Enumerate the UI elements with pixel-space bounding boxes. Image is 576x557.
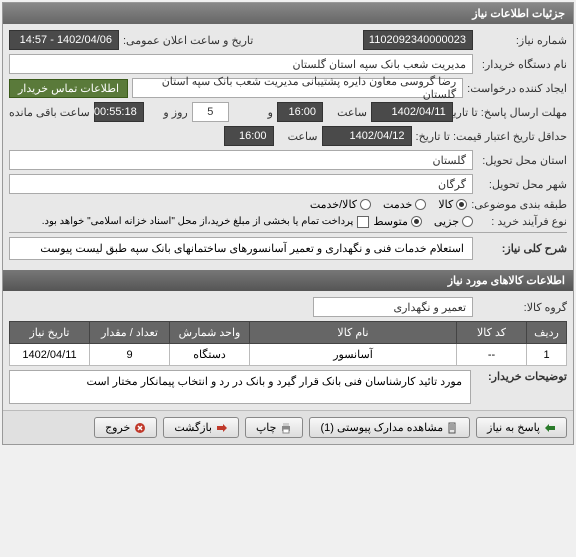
th-date: تاریخ نیاز bbox=[10, 322, 90, 344]
radio-goods-label: کالا bbox=[438, 198, 453, 211]
validity-date: 1402/04/12 bbox=[322, 126, 412, 146]
table-row: 1--آسانسوردستگاه91402/04/11 bbox=[10, 344, 567, 366]
radio-small[interactable]: جزیی bbox=[434, 215, 473, 228]
th-code: کد کالا bbox=[457, 322, 527, 344]
creator-label: ایجاد کننده درخواست: bbox=[467, 82, 567, 95]
contact-buyer-button[interactable]: اطلاعات تماس خریدار bbox=[9, 79, 128, 98]
buyer-note-label: توضیحات خریدار: bbox=[477, 370, 567, 383]
radio-small-label: جزیی bbox=[434, 215, 459, 228]
category-radio-group: کالا خدمت کالا/خدمت bbox=[310, 198, 467, 211]
time-label-2: ساعت bbox=[278, 130, 318, 143]
details-panel: جزئیات اطلاعات نیاز شماره نیاز: 11020923… bbox=[2, 2, 574, 445]
buyer-org-value: مدیریت شعب بانک سپه استان گلستان bbox=[9, 54, 473, 74]
province-label: استان محل تحویل: bbox=[477, 154, 567, 167]
back-label: بازگشت bbox=[174, 421, 212, 434]
th-qty: تعداد / مقدار bbox=[90, 322, 170, 344]
radio-both-label: کالا/خدمت bbox=[310, 198, 357, 211]
buyer-note-value: مورد تائید کارشناسان فنی بانک قرار گیرد … bbox=[9, 370, 471, 404]
announce-value: 1402/04/06 - 14:57 bbox=[9, 30, 119, 50]
desc-value: استعلام خدمات فنی و نگهداری و تعمیر آسان… bbox=[9, 237, 473, 260]
footer-buttons: پاسخ به نیاز مشاهده مدارک پیوستی (1) چاپ… bbox=[3, 410, 573, 444]
attachments-button[interactable]: مشاهده مدارک پیوستی (1) bbox=[309, 417, 470, 438]
request-no-value: 1102092340000023 bbox=[363, 30, 473, 50]
goods-panel-title: اطلاعات کالاهای مورد نیاز bbox=[3, 270, 573, 291]
th-name: نام کالا bbox=[250, 322, 457, 344]
attachment-icon bbox=[447, 422, 459, 434]
process-label: نوع فرآیند خرید : bbox=[477, 215, 567, 228]
exit-icon bbox=[134, 422, 146, 434]
goods-table: ردیف کد کالا نام کالا واحد شمارش تعداد /… bbox=[9, 321, 567, 366]
goods-panel-body: گروه کالا: تعمیر و نگهداری ردیف کد کالا … bbox=[3, 291, 573, 410]
panel-title: جزئیات اطلاعات نیاز bbox=[3, 3, 573, 24]
city-label: شهر محل تحویل: bbox=[477, 178, 567, 191]
radio-service-label: خدمت bbox=[383, 198, 412, 211]
desc-label: شرح کلی نیاز: bbox=[477, 242, 567, 255]
print-icon bbox=[280, 422, 292, 434]
process-radio-group: جزیی متوسط bbox=[373, 215, 473, 228]
day-label: روز و bbox=[148, 106, 188, 119]
deadline-label: مهلت ارسال پاسخ: تا تاریخ: bbox=[457, 106, 567, 119]
exit-label: خروج bbox=[105, 421, 130, 434]
radio-medium-input[interactable] bbox=[411, 216, 422, 227]
process-note: پرداخت تمام یا بخشی از مبلغ خرید،از محل … bbox=[42, 216, 354, 227]
group-value: تعمیر و نگهداری bbox=[313, 297, 473, 317]
print-button[interactable]: چاپ bbox=[245, 417, 304, 438]
print-label: چاپ bbox=[256, 421, 277, 434]
treasury-checkbox[interactable] bbox=[357, 216, 369, 228]
group-label: گروه کالا: bbox=[477, 301, 567, 314]
exit-button[interactable]: خروج bbox=[94, 417, 157, 438]
validity-time: 16:00 bbox=[224, 126, 274, 146]
buyer-org-label: نام دستگاه خریدار: bbox=[477, 58, 567, 71]
category-label: طبقه بندی موضوعی: bbox=[471, 198, 567, 211]
remain-label: ساعت باقی مانده bbox=[9, 106, 90, 119]
radio-medium-label: متوسط bbox=[373, 215, 408, 228]
deadline-time: 16:00 bbox=[277, 102, 323, 122]
radio-goods[interactable]: کالا bbox=[438, 198, 467, 211]
days-value: 5 bbox=[192, 102, 229, 122]
table-header-row: ردیف کد کالا نام کالا واحد شمارش تعداد /… bbox=[10, 322, 567, 344]
and-label: و bbox=[233, 106, 273, 119]
validity-label: حداقل تاریخ اعتبار قیمت: تا تاریخ: bbox=[416, 130, 567, 143]
divider bbox=[9, 232, 567, 233]
radio-both[interactable]: کالا/خدمت bbox=[310, 198, 371, 211]
reply-label: پاسخ به نیاز bbox=[487, 421, 540, 434]
table-cell: آسانسور bbox=[250, 344, 457, 366]
reply-button[interactable]: پاسخ به نیاز bbox=[476, 417, 567, 438]
time-label-1: ساعت bbox=[327, 106, 367, 119]
table-cell: 1 bbox=[527, 344, 567, 366]
city-value: گرگان bbox=[9, 174, 473, 194]
th-row: ردیف bbox=[527, 322, 567, 344]
table-cell: 1402/04/11 bbox=[10, 344, 90, 366]
radio-service-input[interactable] bbox=[415, 199, 426, 210]
attachments-label: مشاهده مدارک پیوستی (1) bbox=[320, 421, 443, 434]
table-cell: دستگاه bbox=[170, 344, 250, 366]
request-no-label: شماره نیاز: bbox=[477, 34, 567, 47]
deadline-date: 1402/04/11 bbox=[371, 102, 453, 122]
radio-small-input[interactable] bbox=[462, 216, 473, 227]
back-button[interactable]: بازگشت bbox=[163, 417, 239, 438]
reply-icon bbox=[544, 422, 556, 434]
radio-goods-input[interactable] bbox=[456, 199, 467, 210]
remain-time: 00:55:18 bbox=[94, 102, 144, 122]
creator-value: رضا گروسی معاون دایره پشتیبانی مدیریت شع… bbox=[132, 78, 463, 98]
radio-both-input[interactable] bbox=[360, 199, 371, 210]
radio-service[interactable]: خدمت bbox=[383, 198, 426, 211]
announce-label: تاریخ و ساعت اعلان عمومی: bbox=[123, 34, 253, 47]
th-unit: واحد شمارش bbox=[170, 322, 250, 344]
panel-body: شماره نیاز: 1102092340000023 تاریخ و ساع… bbox=[3, 24, 573, 270]
province-value: گلستان bbox=[9, 150, 473, 170]
radio-medium[interactable]: متوسط bbox=[373, 215, 422, 228]
table-cell: -- bbox=[457, 344, 527, 366]
back-icon bbox=[216, 422, 228, 434]
table-cell: 9 bbox=[90, 344, 170, 366]
